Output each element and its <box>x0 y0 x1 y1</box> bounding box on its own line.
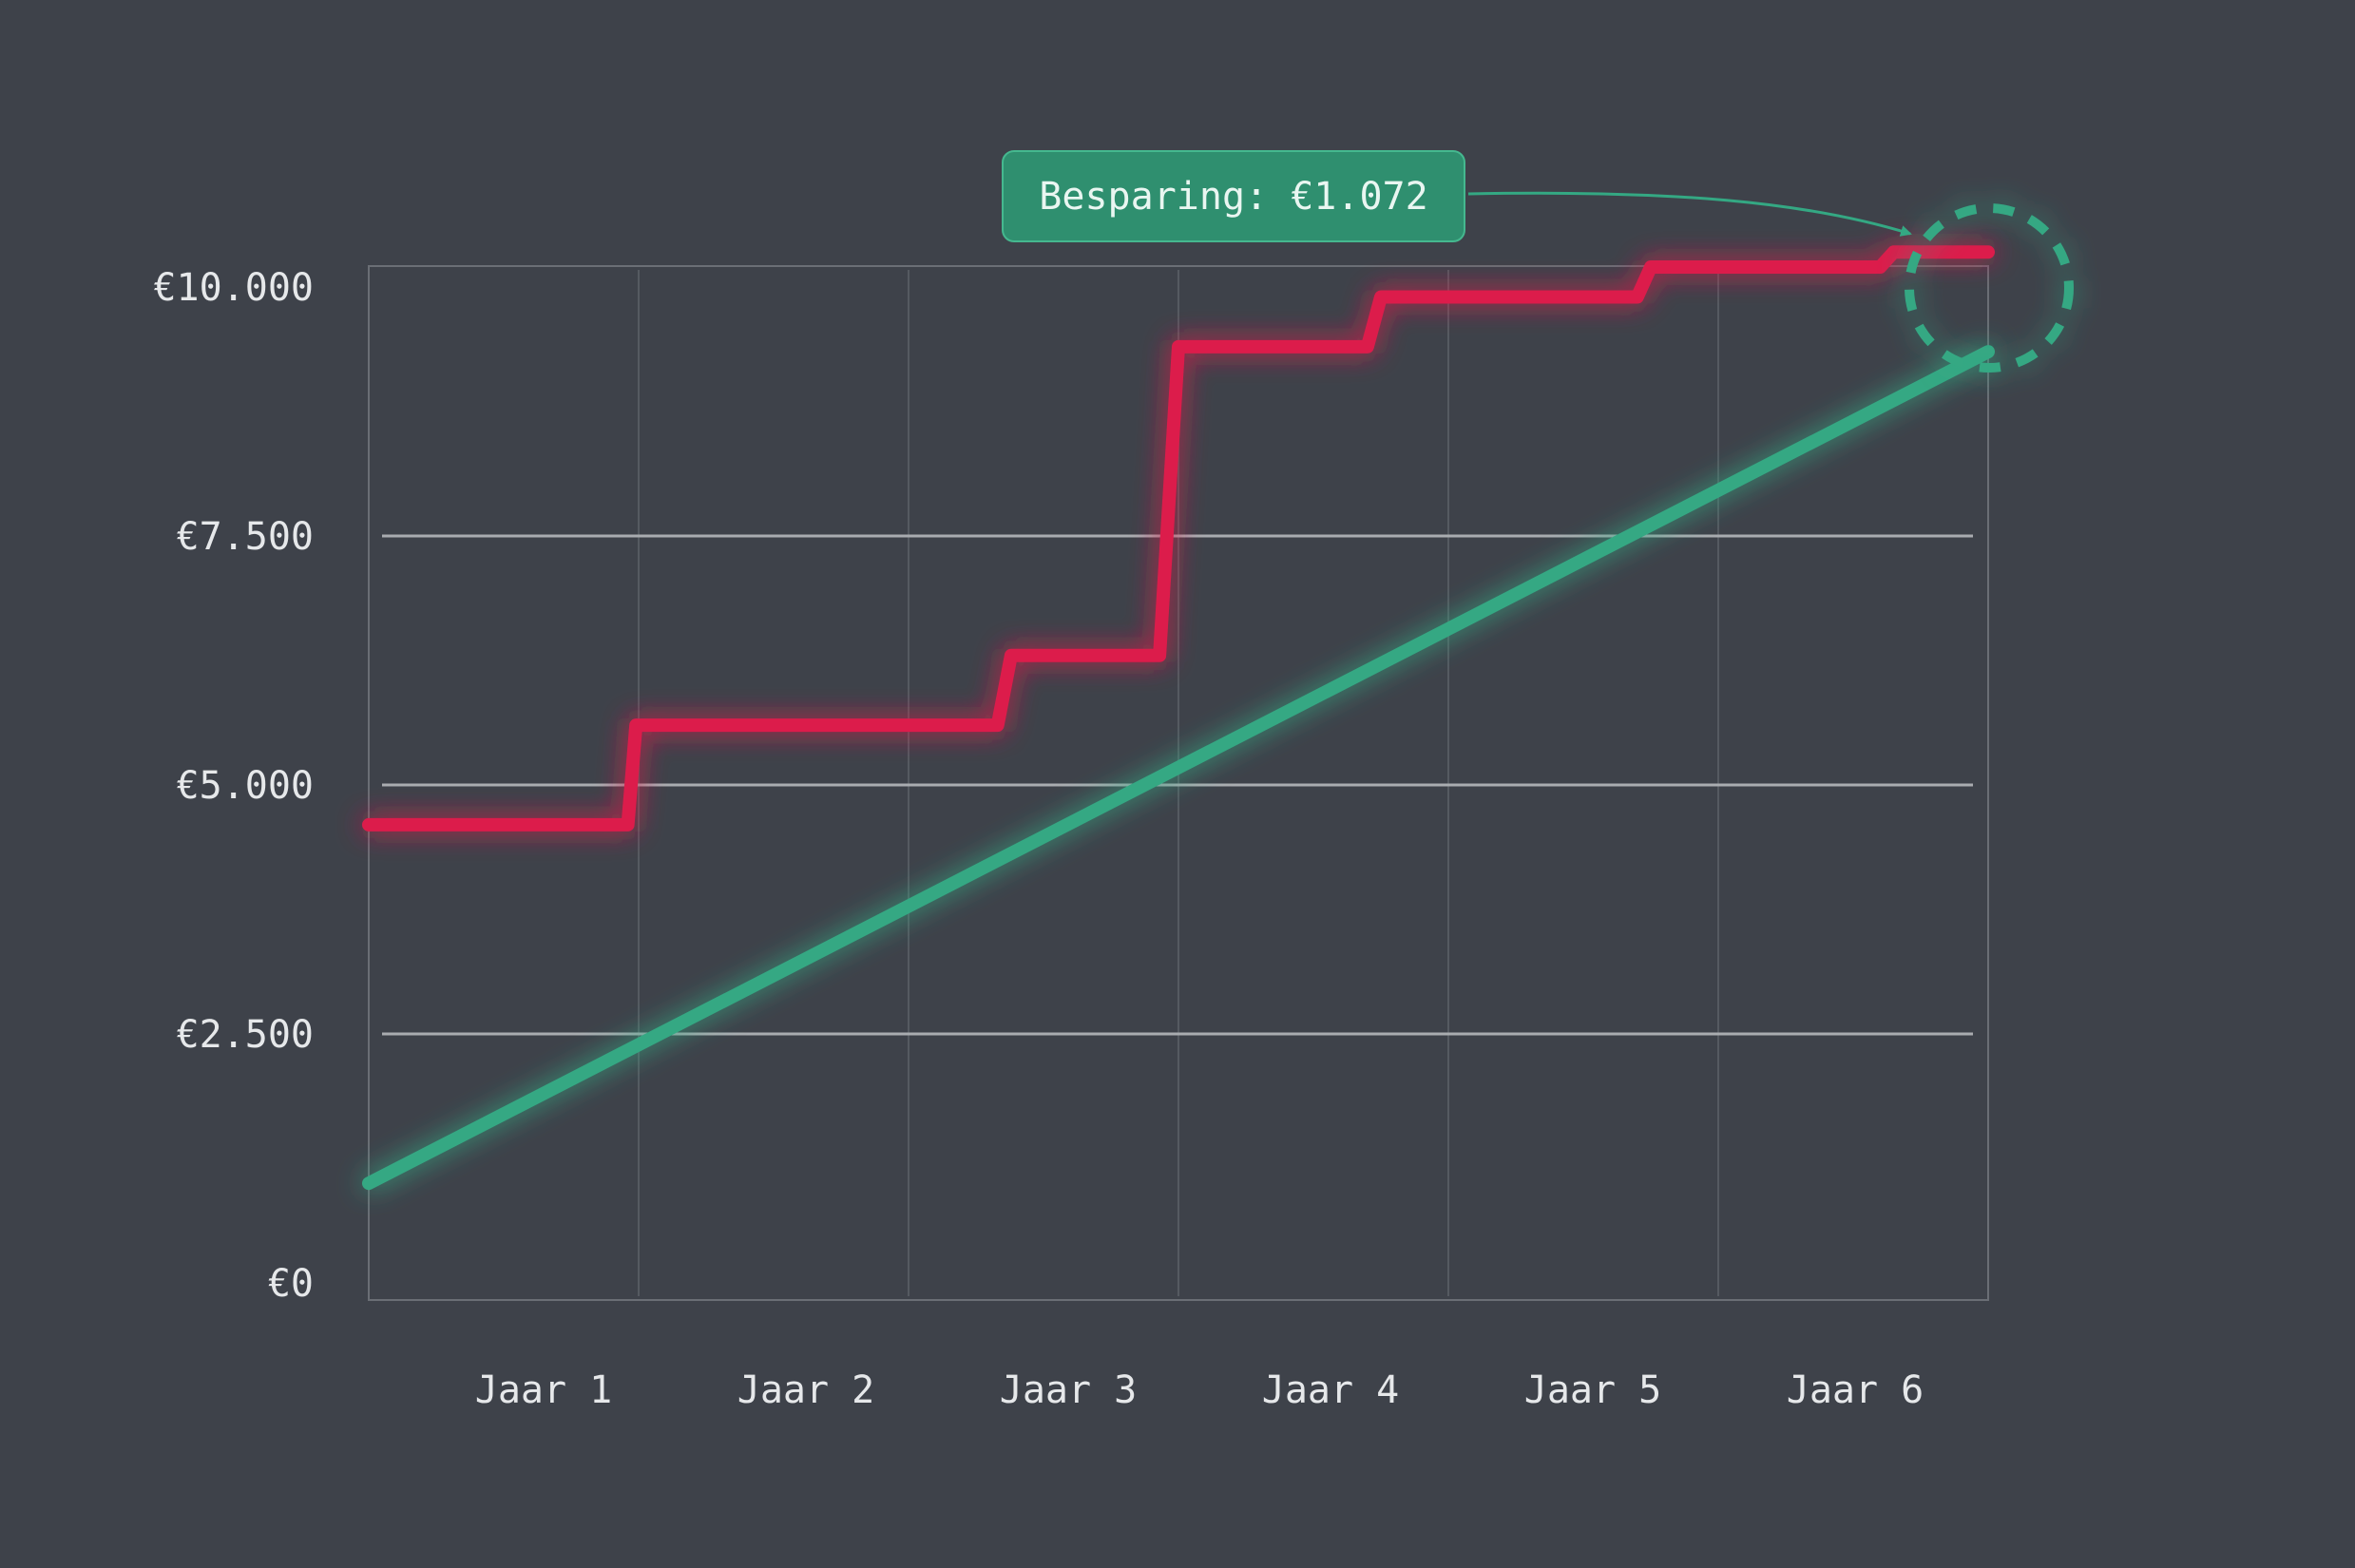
y-tick-label: €7.500 <box>177 515 315 559</box>
x-tick-label: Jaar 4 <box>1262 1368 1400 1412</box>
y-tick-label: €2.500 <box>177 1013 315 1057</box>
x-axis-ticks: Jaar 1 Jaar 2 Jaar 3 Jaar 4 Jaar 5 Jaar 6 <box>475 1368 1924 1412</box>
callout-text: Besparing: €1.072 <box>1039 175 1427 219</box>
y-tick-label: €0 <box>268 1262 314 1306</box>
series-layer <box>362 245 1995 1191</box>
y-axis-ticks: €0 €2.500 €5.000 €7.500 €10.000 <box>153 266 314 1306</box>
savings-callout: Besparing: €1.072 <box>1002 150 2074 373</box>
x-tick-label: Jaar 1 <box>475 1368 613 1412</box>
cost-line-linear <box>362 345 1995 1191</box>
callout-arrow <box>1467 191 1912 237</box>
highlight-circle <box>1905 203 2074 373</box>
y-tick-label: €10.000 <box>153 266 314 310</box>
callout-box <box>1002 150 1465 242</box>
x-tick-label: Jaar 6 <box>1787 1368 1924 1412</box>
y-tick-label: €5.000 <box>177 764 315 808</box>
x-tick-label: Jaar 5 <box>1524 1368 1662 1412</box>
plot-frame <box>368 265 1989 1301</box>
x-tick-label: Jaar 3 <box>1000 1368 1138 1412</box>
cost-line-step <box>362 245 1995 832</box>
x-tick-label: Jaar 2 <box>737 1368 875 1412</box>
vertical-grid <box>638 270 1719 1296</box>
